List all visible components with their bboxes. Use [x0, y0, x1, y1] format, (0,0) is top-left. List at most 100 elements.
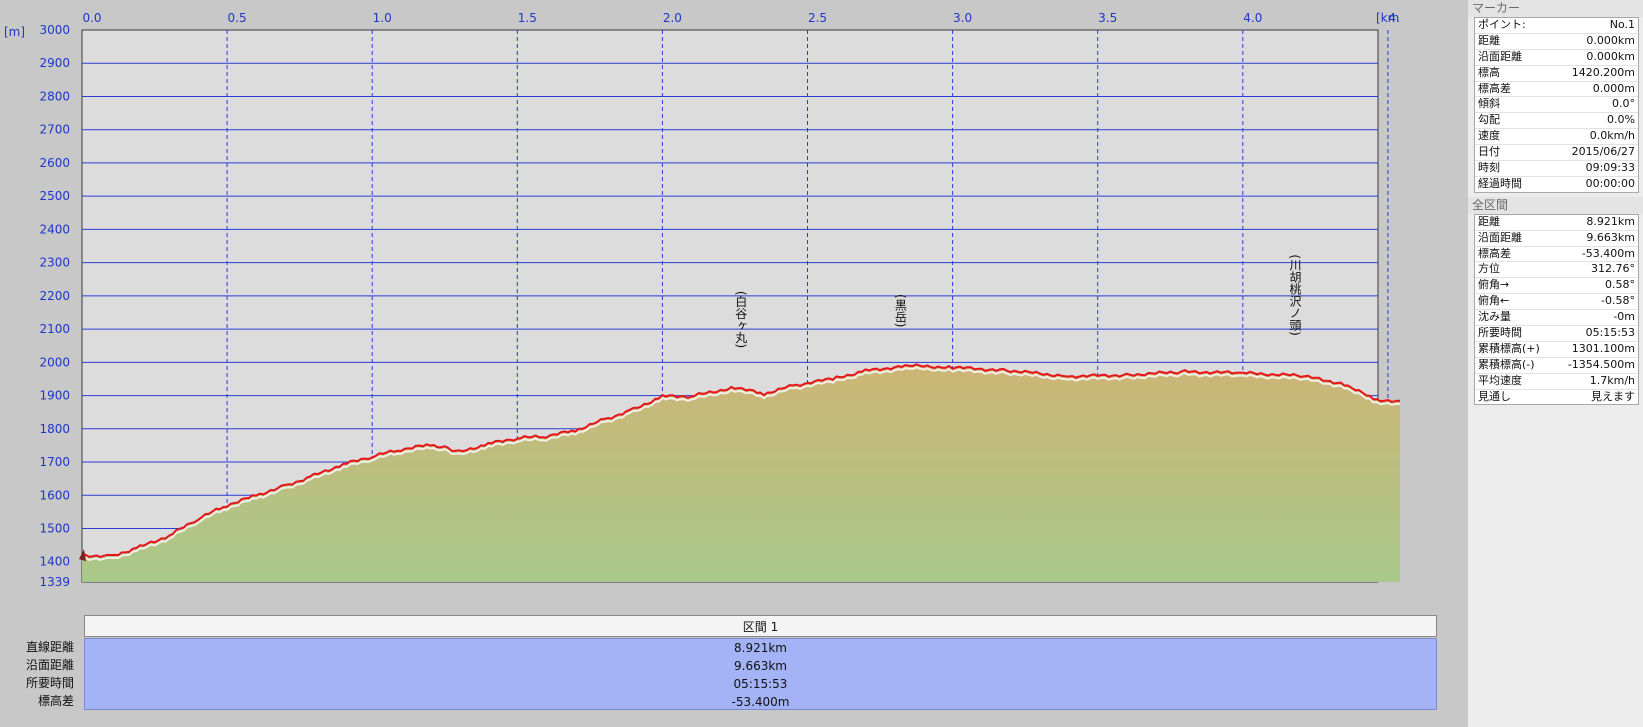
panel-row-key: 標高 — [1478, 65, 1500, 79]
panel-row: 距離 0.000km — [1475, 34, 1638, 50]
y-tick-label: 2000 — [39, 355, 70, 369]
y-tick-label: 2300 — [39, 256, 70, 270]
panel-row: 標高 1420.200m — [1475, 66, 1638, 82]
panel-row-value: 00:00:00 — [1585, 176, 1635, 190]
y-tick-label: 1400 — [39, 555, 70, 569]
y-tick-label: 1500 — [39, 521, 70, 535]
panel-row: 沿面距離 0.000km — [1475, 50, 1638, 66]
x-tick-label: 4.0 — [1243, 11, 1262, 25]
panel-row-key: 所要時間 — [1478, 326, 1522, 340]
panel-row: 沿面距離 9.663km — [1475, 231, 1638, 247]
summary-value: -53.400m — [731, 695, 790, 709]
panel-row-value: 0.000m — [1592, 81, 1635, 95]
panel-row: 速度 0.0km/h — [1475, 129, 1638, 146]
panel-row-value: 1420.200m — [1571, 65, 1635, 79]
x-unit-label: [km] — [1376, 11, 1400, 25]
summary-value: 05:15:53 — [733, 677, 788, 691]
panel-row-key: 時刻 — [1478, 161, 1500, 175]
panel-row-key: 俯角← — [1478, 294, 1510, 308]
summary-label: 所要時間 — [25, 676, 74, 690]
elevation-area — [82, 364, 1400, 582]
y-tick-label: 2600 — [39, 156, 70, 170]
panel-row-key: 累積標高(+) — [1478, 341, 1540, 355]
y-tick-label: 2900 — [39, 56, 70, 70]
panel-row-value: 312.76° — [1591, 262, 1635, 276]
panel-row-value: -53.400m — [1581, 246, 1635, 260]
elevation-line — [81, 363, 1400, 558]
panel-row-value: 05:15:53 — [1585, 326, 1635, 340]
panel-row-key: 勾配 — [1478, 113, 1500, 127]
panel-row-key: 見通し — [1478, 389, 1511, 403]
panel-row-value: -1354.500m — [1567, 357, 1635, 371]
y-tick-label: 1800 — [39, 422, 70, 436]
panel-row: 方位 312.76° — [1475, 262, 1638, 279]
x-tick-label: 2.5 — [808, 11, 827, 25]
panel-row: 累積標高(+) 1301.100m — [1475, 342, 1638, 358]
summary-value: 8.921km — [734, 641, 787, 655]
panel-row-key: 平均速度 — [1478, 373, 1522, 387]
panel-row: ポイント: No.1 — [1475, 18, 1638, 34]
panel-row-key: 傾斜 — [1478, 97, 1500, 111]
section-header[interactable]: 区間 1 — [84, 615, 1437, 637]
panel-row: 経過時間 00:00:00 — [1475, 177, 1638, 192]
elevation-shadow-line — [81, 366, 1400, 561]
summary-value: 9.663km — [734, 659, 787, 673]
x-tick-label: 3.5 — [1098, 11, 1117, 25]
panel-row: 時刻 09:09:33 — [1475, 161, 1638, 177]
panel-row: 勾配 0.0% — [1475, 113, 1638, 130]
panel-row-value: No.1 — [1609, 18, 1635, 31]
summary-labels: 直線距離 沿面距離 所要時間 標高差 — [0, 638, 80, 710]
panel-row-value: 0.0% — [1607, 113, 1635, 127]
y-tick-label: 2400 — [39, 222, 70, 236]
x-tick-label: 2.0 — [663, 11, 682, 25]
panel-row-key: 俯角→ — [1478, 278, 1510, 292]
panel-row: 沈み量 -0m — [1475, 310, 1638, 327]
y-tick-label: 1900 — [39, 389, 70, 403]
x-tick-label: 1.0 — [373, 11, 392, 25]
waypoint-label: (白谷ヶ丸) — [734, 291, 748, 348]
section-panel-title: 全区間 — [1468, 196, 1643, 214]
y-tick-label: 2800 — [39, 89, 70, 103]
panel-row-value: 0.0km/h — [1589, 129, 1635, 143]
elevation-profile-chart: [m] [km] 0.00.51.01.52.02.53.03.54.04.55… — [4, 11, 1400, 589]
y-tick-label: 1700 — [39, 455, 70, 469]
y-tick-label: 2500 — [39, 189, 70, 203]
waypoint-label: (黒岳) — [893, 294, 907, 327]
marker-panel-title: マーカー — [1468, 0, 1643, 17]
panel-row: 傾斜 0.0° — [1475, 97, 1638, 114]
panel-row-value: -0m — [1613, 310, 1635, 324]
start-flag-icon — [79, 549, 86, 562]
x-tick-label: 0.5 — [228, 11, 247, 25]
panel-row-key: 方位 — [1478, 262, 1500, 276]
panel-row-value: 0.58° — [1605, 278, 1635, 292]
panel-row-value: 1.7km/h — [1589, 373, 1635, 387]
panel-row-key: 標高差 — [1478, 81, 1511, 95]
panel-row: 平均速度 1.7km/h — [1475, 374, 1638, 390]
panel-row-key: ポイント: — [1478, 18, 1526, 31]
panel-row-key: 沿面距離 — [1478, 49, 1522, 63]
panel-row: 所要時間 05:15:53 — [1475, 326, 1638, 342]
panel-row-key: 経過時間 — [1478, 176, 1522, 190]
panel-row: 距離 8.921km — [1475, 215, 1638, 231]
panel-row-key: 速度 — [1478, 129, 1500, 143]
panel-row-key: 距離 — [1478, 214, 1500, 228]
panel-row-value: 0.000km — [1586, 33, 1635, 47]
panel-row: 日付 2015/06/27 — [1475, 145, 1638, 162]
panel-row: 見通し 見えます — [1475, 390, 1638, 405]
y-unit-label: [m] — [4, 25, 25, 39]
panel-row: 累積標高(-) -1354.500m — [1475, 358, 1638, 374]
summary-values: 8.921km 9.663km 05:15:53 -53.400m — [84, 638, 1437, 710]
panel-row-key: 標高差 — [1478, 246, 1511, 260]
panel-row-value: 9.663km — [1586, 230, 1635, 244]
marker-table: ポイント: No.1 距離 0.000km 沿面距離 0.000km 標高 1420.200m… — [1474, 17, 1639, 193]
y-tick-label: 2700 — [39, 123, 70, 137]
y-tick-label: 1600 — [39, 488, 70, 502]
y-tick-label: 1339 — [39, 575, 70, 589]
panel-row-key: 日付 — [1478, 145, 1500, 159]
panel-row-value: 09:09:33 — [1585, 161, 1635, 175]
x-tick-label: 4.5 — [1388, 11, 1400, 25]
panel-row-key: 沿面距離 — [1478, 230, 1522, 244]
panel-row: 俯角→ 0.58° — [1475, 278, 1638, 295]
section-table: 距離 8.921km 沿面距離 9.663km 標高差 -53.400m 方位 312.76°… — [1474, 213, 1639, 406]
summary-label: 標高差 — [37, 694, 74, 708]
